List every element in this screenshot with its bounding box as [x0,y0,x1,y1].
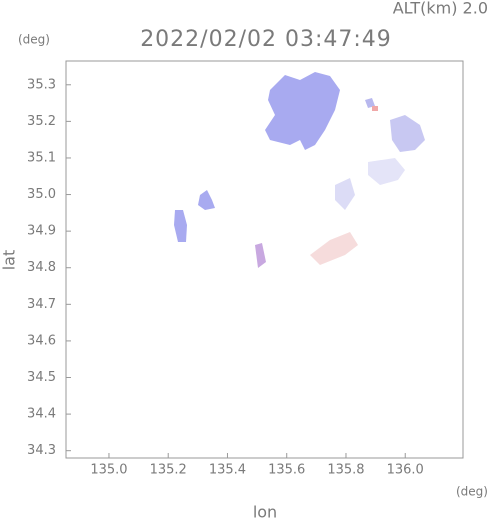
y-tick-label: 35.1 [27,150,56,165]
echo-region [198,190,215,210]
echo-regions [174,72,425,268]
echo-region [174,210,187,242]
x-tick-label: 135.0 [90,463,127,478]
altitude: ALT(km) 2.0 [393,0,488,18]
x-axis-label: lon [253,503,277,521]
chart-title: 2022/02/02 03:47:49 [140,27,392,52]
y-axis-label: lat [0,250,19,271]
y-tick-label: 34.7 [27,297,56,312]
x-tick-label: 135.6 [268,463,305,478]
echo-region [365,98,375,108]
x-tick-label: 136.0 [387,463,424,478]
echo-region [335,178,355,210]
echo-region [368,158,405,185]
y-tick-label: 34.8 [27,260,56,275]
x-tick-label: 135.4 [209,463,246,478]
y-tick-label: 35.0 [27,187,56,202]
x-tick-label: 135.2 [150,463,187,478]
plot-frame [65,60,464,459]
echo-region [390,115,425,152]
y-unit: (deg) [18,33,50,47]
echo-region [255,243,266,268]
echo-region [265,72,340,150]
x-unit: (deg) [456,485,488,499]
y-tick-label: 34.5 [27,370,56,385]
x-tick-label: 135.8 [327,463,364,478]
echo-region [310,232,358,265]
y-tick-label: 34.6 [27,333,56,348]
echo-region [372,106,378,111]
y-tick-label: 35.2 [27,114,56,129]
y-tick-label: 34.3 [27,443,56,458]
y-tick-label: 34.4 [27,407,56,422]
y-tick-label: 35.3 [27,77,56,92]
y-tick-label: 34.9 [27,224,56,239]
